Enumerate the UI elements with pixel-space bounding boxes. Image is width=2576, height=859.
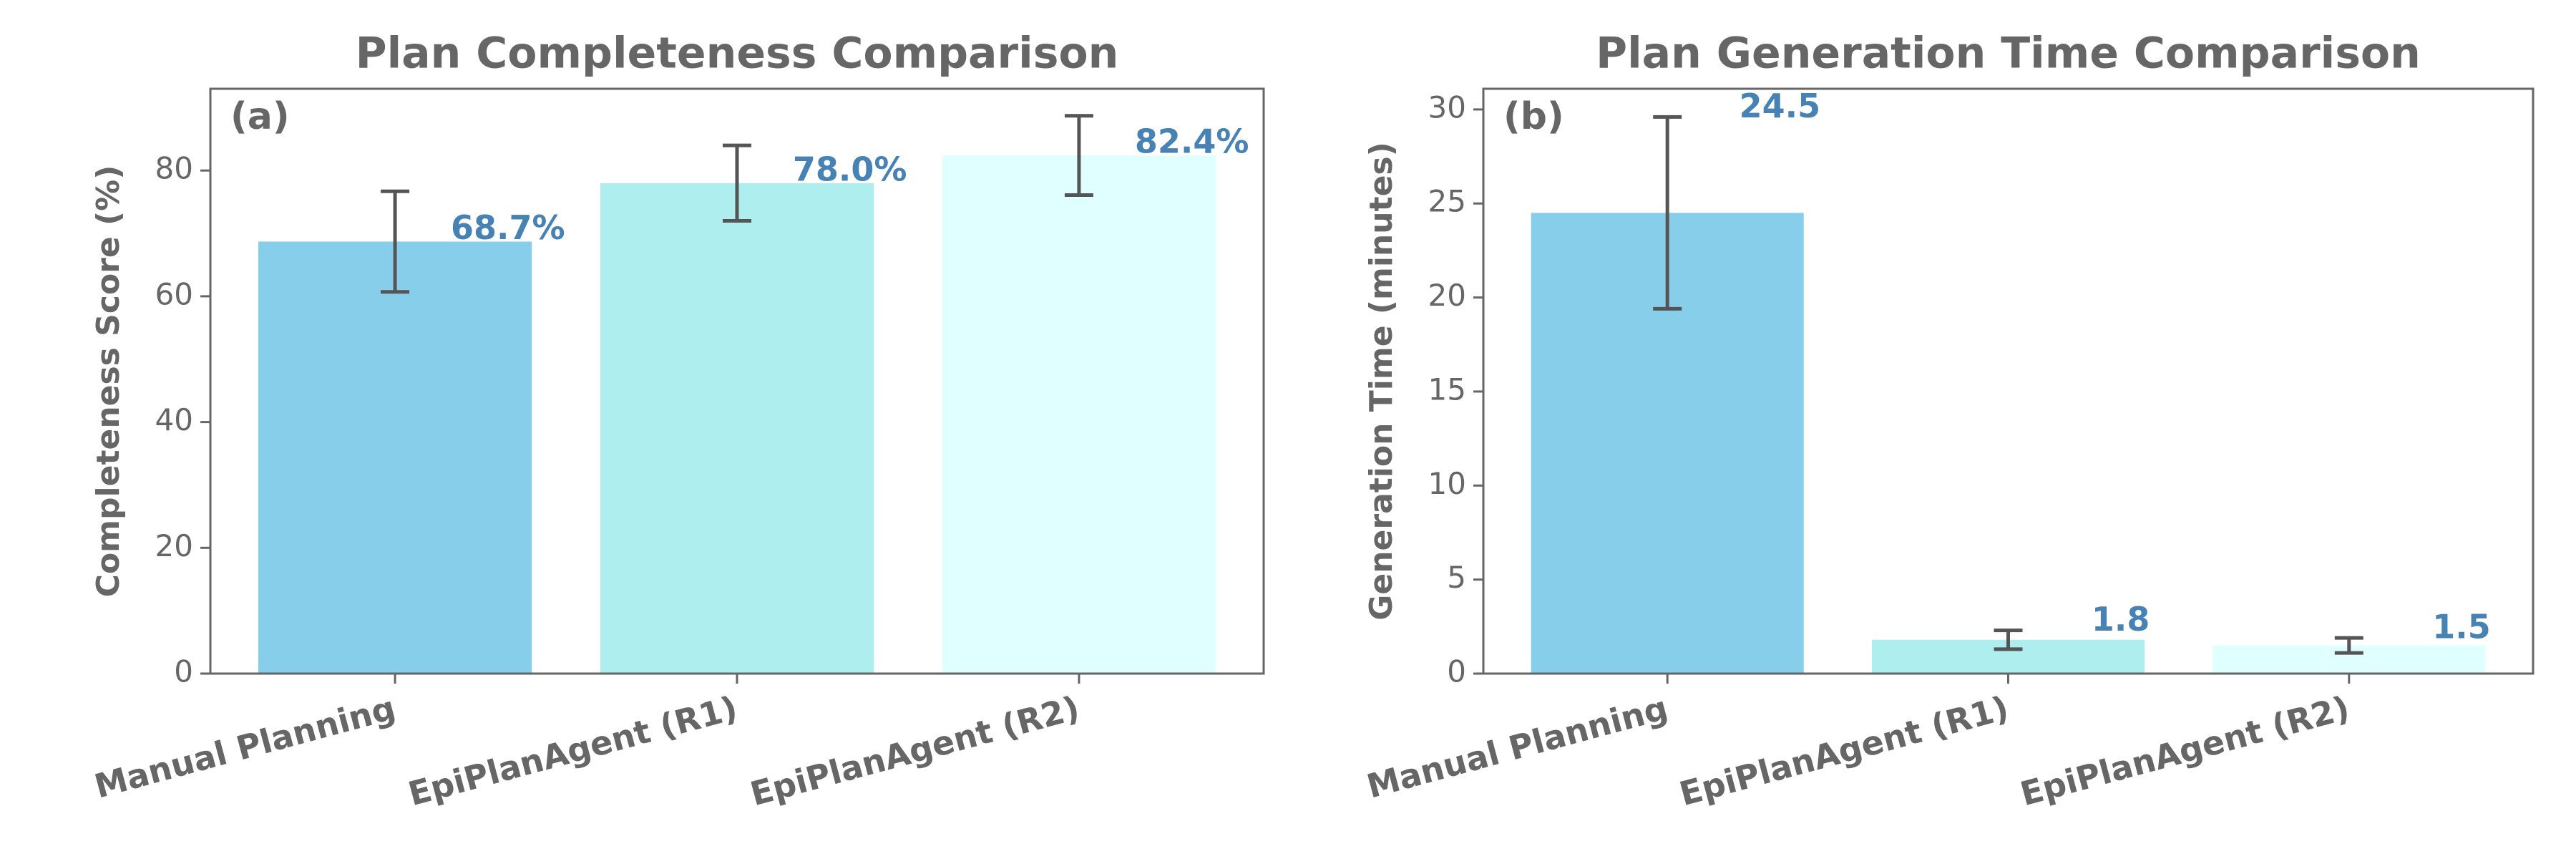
y-tick-label: 60 bbox=[155, 276, 193, 311]
axes-frame bbox=[1482, 87, 2534, 675]
chart-title: Plan Generation Time Comparison bbox=[1596, 29, 2421, 79]
chart-title: Plan Completeness Comparison bbox=[356, 29, 1119, 79]
error-bar bbox=[2334, 636, 2363, 655]
error-bar bbox=[1653, 115, 1682, 311]
axes-frame bbox=[209, 87, 1265, 675]
y-axis-label: Completeness Score (%) bbox=[90, 165, 127, 598]
y-axis-label: Generation Time (minutes) bbox=[1363, 142, 1400, 620]
x-tick-label: EpiPlanAgent (R1) bbox=[404, 689, 741, 814]
y-tick-label: 20 bbox=[155, 528, 193, 563]
bar bbox=[600, 183, 874, 674]
panel-label: (b) bbox=[1503, 95, 1564, 138]
y-tick-label: 0 bbox=[1447, 654, 1466, 689]
panel-label: (a) bbox=[230, 95, 290, 138]
y-tick-label: 15 bbox=[1428, 372, 1466, 407]
bar bbox=[258, 241, 532, 674]
error-bar bbox=[1064, 114, 1093, 197]
y-tick-label: 5 bbox=[1447, 560, 1466, 595]
error-bar bbox=[1994, 629, 2023, 651]
value-label: 1.5 bbox=[2432, 608, 2491, 646]
y-tick-label: 25 bbox=[1428, 184, 1466, 219]
value-label: 78.0% bbox=[793, 150, 907, 188]
y-tick-label: 80 bbox=[155, 151, 193, 186]
y-tick-label: 40 bbox=[155, 402, 193, 437]
x-tick-label: EpiPlanAgent (R1) bbox=[1675, 689, 2012, 814]
y-tick-label: 30 bbox=[1428, 89, 1466, 125]
x-tick-label: EpiPlanAgent (R2) bbox=[746, 689, 1083, 814]
value-label: 68.7% bbox=[451, 208, 565, 247]
x-tick-label: Manual Planning bbox=[90, 689, 399, 806]
y-tick-label: 10 bbox=[1428, 466, 1466, 501]
x-tick-label: EpiPlanAgent (R2) bbox=[2016, 689, 2353, 814]
value-label: 24.5 bbox=[1740, 87, 1821, 125]
bar bbox=[942, 155, 1216, 674]
value-label: 1.8 bbox=[2092, 600, 2150, 639]
y-tick-label: 20 bbox=[1428, 278, 1466, 313]
error-bar bbox=[381, 189, 410, 294]
x-tick-label: Manual Planning bbox=[1362, 689, 1672, 806]
value-label: 82.4% bbox=[1135, 122, 1249, 161]
y-tick-label: 0 bbox=[174, 654, 193, 689]
error-bar bbox=[723, 143, 751, 223]
